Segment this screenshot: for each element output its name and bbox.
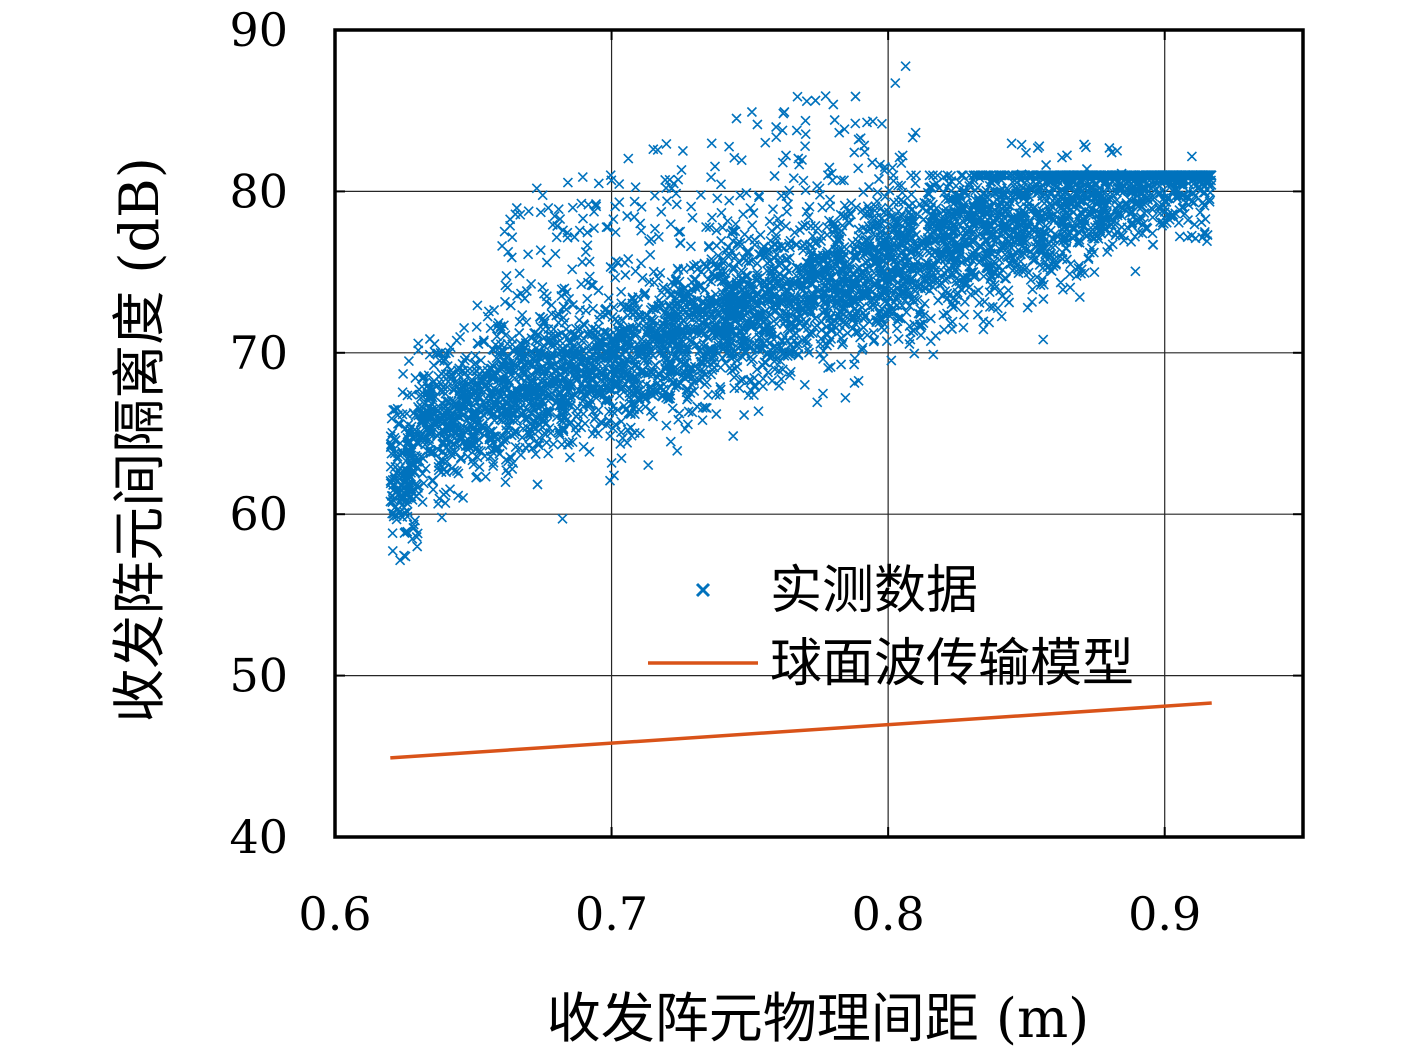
x-tick-label: 0.7 xyxy=(575,887,648,941)
measured-data-points xyxy=(385,61,1217,566)
y-tick-label: 90 xyxy=(229,3,288,57)
y-tick-label: 80 xyxy=(229,164,288,218)
y-tick-label: 60 xyxy=(229,487,288,541)
x-tick-label: 0.9 xyxy=(1128,887,1201,941)
legend-label-model: 球面波传输模型 xyxy=(770,634,1134,694)
plot-data xyxy=(385,61,1217,760)
y-tick-label: 70 xyxy=(229,326,288,380)
axes: 0.6 0.7 0.8 0.9 40 50 60 70 80 90 xyxy=(229,3,1305,941)
x-tick-label: 0.8 xyxy=(852,887,925,941)
x-tick-label: 0.6 xyxy=(298,887,371,941)
plot-frame xyxy=(333,28,1305,839)
x-axis-title: 收发阵元物理间距 (m) xyxy=(547,987,1090,1050)
y-axis-title: 收发阵元间隔离度 (dB) xyxy=(108,157,171,723)
y-tick-label: 40 xyxy=(229,810,288,864)
y-tick-label: 50 xyxy=(229,649,288,703)
legend-label-measured: 实测数据 xyxy=(770,561,978,621)
spherical-wave-model-line xyxy=(390,701,1212,760)
legend-marker-measured xyxy=(695,582,711,598)
